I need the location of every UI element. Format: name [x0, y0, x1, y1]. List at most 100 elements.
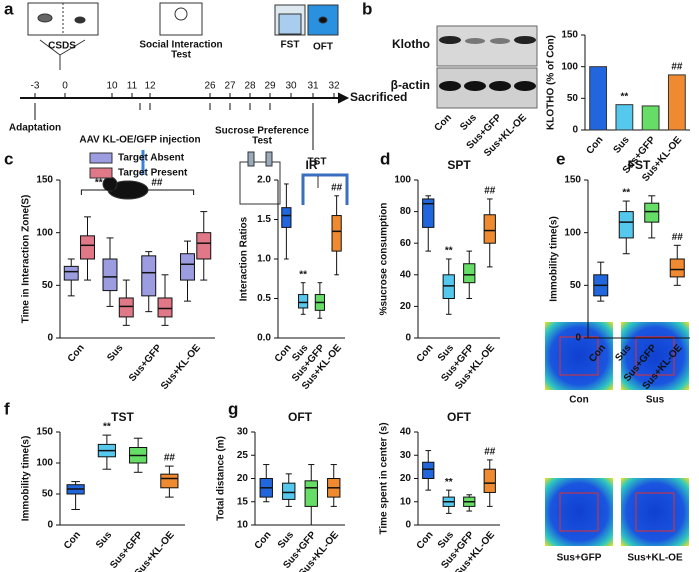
y-tick-label: 40 [400, 427, 412, 438]
box [281, 207, 292, 228]
event-label: FST [281, 40, 300, 51]
annotation: ## [672, 232, 684, 243]
bar [589, 66, 608, 131]
x-tick-label: Sus [611, 134, 631, 155]
day-label: 31 [307, 81, 319, 92]
box [118, 297, 134, 318]
chart-title: SPT [447, 158, 471, 172]
box [63, 265, 79, 281]
y-tick-label: 100 [36, 227, 53, 238]
y-tick-label: 0 [572, 125, 578, 136]
y-tick-label: 2.0 [257, 175, 271, 186]
y-tick-label: 150 [561, 30, 578, 41]
heatmap-label: Sus [646, 395, 665, 406]
y-tick-label: 0 [47, 520, 53, 531]
y-tick-label: 20 [400, 473, 412, 484]
event-label: Sucrose Preference [215, 126, 309, 137]
annotation: ## [671, 62, 683, 73]
box [80, 235, 95, 260]
event-label: Adaptation [9, 123, 61, 134]
chart-title: IR [306, 158, 318, 172]
day-label: 29 [264, 81, 276, 92]
y-tick-label: 60 [400, 238, 412, 249]
y-tick-label: 80 [400, 206, 412, 217]
annotation: ## [164, 453, 176, 464]
lane-label: Sus [458, 112, 479, 133]
y-tick-label: 50 [42, 489, 54, 500]
annotation: ** [95, 178, 103, 189]
y-tick-label: 0 [405, 333, 411, 344]
legend-swatch [89, 152, 113, 164]
heatmap-label: Sus+KL-OE [627, 553, 683, 564]
panel-label: f [4, 399, 10, 418]
box [669, 258, 685, 278]
protein-label: β-actin [391, 78, 430, 92]
y-axis-label: KLOTHO (% of Con) [546, 35, 557, 130]
lane-label: Con [432, 112, 454, 134]
y-tick-label: 50 [567, 93, 579, 104]
chart-title: OFT [447, 410, 472, 424]
annotation: ## [331, 182, 343, 193]
box [331, 215, 342, 252]
box [483, 468, 496, 493]
icons [27, 2, 349, 205]
x-tick-label: Con [66, 343, 87, 365]
annotation: ** [445, 477, 453, 488]
timeline [20, 92, 350, 104]
box [644, 202, 660, 223]
panel-label: a [4, 0, 14, 18]
y-tick-label: 30 [400, 450, 412, 461]
day-label: 0 [62, 81, 68, 92]
box [102, 258, 118, 292]
chart-title: TST [111, 410, 134, 424]
y-tick-label: 20 [237, 473, 249, 484]
x-tick-label: Con [415, 343, 436, 365]
y-tick-label: 50 [570, 280, 582, 291]
y-tick-label: 100 [564, 227, 581, 238]
annotation: ** [445, 246, 453, 257]
box [618, 211, 634, 239]
heatmaps [545, 322, 689, 546]
box [422, 198, 435, 228]
y-tick-label: 1.5 [257, 214, 271, 225]
box [196, 232, 212, 260]
annotation: ## [484, 447, 496, 458]
y-tick-label: 0 [47, 333, 53, 344]
y-tick-label: 15 [237, 496, 249, 507]
bar [667, 74, 686, 131]
y-axis-label: Immobility time(s) [21, 436, 32, 522]
annotation: ** [622, 188, 630, 199]
event-label: TST [308, 157, 327, 168]
y-tick-label: 40 [400, 269, 412, 280]
y-tick-label: 20 [400, 301, 412, 312]
box [422, 461, 435, 480]
y-axis-label: Total distance (m) [216, 436, 227, 521]
y-axis-label: Time in Interaction Zone(S) [21, 195, 32, 324]
y-tick-label: 25 [237, 450, 249, 461]
y-tick-label: 150 [36, 175, 53, 186]
y-tick-label: 0.0 [257, 333, 271, 344]
legend-label: Target Present [118, 168, 188, 179]
x-tick-label: Con [62, 530, 83, 552]
event-label: CSDS [48, 41, 76, 52]
protein-label: Klotho [392, 37, 430, 51]
event-label: AAV KL-OE/GFP injection [79, 135, 200, 146]
bracket [80, 189, 117, 195]
box [282, 482, 296, 500]
heatmap-label: Con [569, 395, 588, 406]
x-tick-label: Sus [105, 342, 125, 363]
day-label: 11 [127, 81, 138, 92]
y-axis-label: Time spent in center (s) [379, 422, 390, 534]
box [442, 274, 455, 299]
x-tick-label: Con [253, 530, 274, 552]
day-label: 27 [224, 81, 236, 92]
x-tick-label: Con [273, 343, 294, 365]
day-label: 28 [244, 81, 256, 92]
chart-title: OFT [288, 410, 313, 424]
chart-title: FST [628, 158, 651, 172]
y-axis-label: %sucrose consumption [379, 203, 390, 316]
x-tick-label: Sus+KL-OE [159, 342, 203, 392]
y-tick-label: 100 [36, 458, 53, 469]
box [180, 253, 195, 281]
